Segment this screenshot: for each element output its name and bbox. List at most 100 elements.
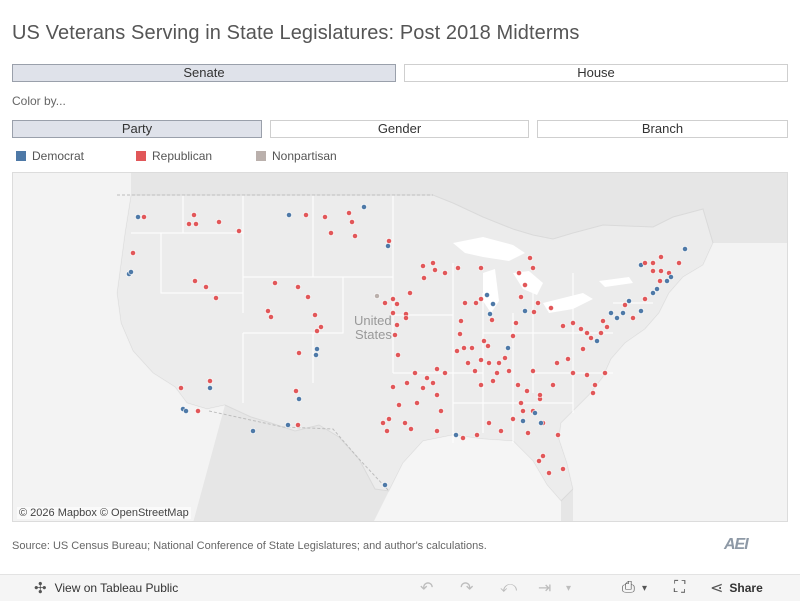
- legislator-marker[interactable]: [213, 295, 219, 301]
- legislator-marker[interactable]: [385, 243, 391, 249]
- legislator-marker[interactable]: [380, 420, 386, 426]
- legislator-marker[interactable]: [404, 380, 410, 386]
- refresh-icon[interactable]: ⇥: [538, 580, 552, 597]
- legislator-marker[interactable]: [642, 296, 648, 302]
- redo-icon[interactable]: ↷: [460, 580, 474, 597]
- legislator-marker[interactable]: [465, 360, 471, 366]
- legislator-marker[interactable]: [390, 310, 396, 316]
- legislator-marker[interactable]: [594, 338, 600, 344]
- legislator-marker[interactable]: [296, 350, 302, 356]
- legislator-marker[interactable]: [530, 265, 536, 271]
- legislator-marker[interactable]: [513, 320, 519, 326]
- legislator-marker[interactable]: [434, 366, 440, 372]
- legislator-marker[interactable]: [485, 343, 491, 349]
- legislator-marker[interactable]: [434, 428, 440, 434]
- legislator-marker[interactable]: [602, 370, 608, 376]
- legislator-marker[interactable]: [540, 453, 546, 459]
- legislator-marker[interactable]: [374, 293, 380, 299]
- legislator-marker[interactable]: [600, 318, 606, 324]
- legislator-marker[interactable]: [570, 320, 576, 326]
- legislator-marker[interactable]: [328, 230, 334, 236]
- legislator-marker[interactable]: [318, 324, 324, 330]
- legislator-marker[interactable]: [438, 408, 444, 414]
- legislator-marker[interactable]: [384, 428, 390, 434]
- legislator-marker[interactable]: [506, 368, 512, 374]
- legislator-marker[interactable]: [394, 322, 400, 328]
- legislator-marker[interactable]: [620, 310, 626, 316]
- legislator-marker[interactable]: [412, 370, 418, 376]
- legislator-marker[interactable]: [474, 432, 480, 438]
- legislator-marker[interactable]: [312, 312, 318, 318]
- legislator-marker[interactable]: [489, 317, 495, 323]
- legislator-marker[interactable]: [537, 392, 543, 398]
- map-canvas[interactable]: United States: [13, 173, 788, 522]
- legislator-marker[interactable]: [455, 265, 461, 271]
- refresh-dropdown-icon[interactable]: ▾: [566, 582, 572, 594]
- legislator-marker[interactable]: [186, 221, 192, 227]
- legislator-marker[interactable]: [313, 352, 319, 358]
- legislator-marker[interactable]: [434, 392, 440, 398]
- legislator-marker[interactable]: [236, 228, 242, 234]
- legislator-marker[interactable]: [432, 267, 438, 273]
- legislator-marker[interactable]: [668, 274, 674, 280]
- legislator-marker[interactable]: [510, 333, 516, 339]
- legislator-marker[interactable]: [293, 388, 299, 394]
- legislator-marker[interactable]: [207, 385, 213, 391]
- legislator-marker[interactable]: [285, 422, 291, 428]
- legislator-marker[interactable]: [403, 315, 409, 321]
- legislator-marker[interactable]: [430, 260, 436, 266]
- tab-house[interactable]: House: [404, 64, 788, 82]
- legislator-marker[interactable]: [469, 345, 475, 351]
- legislator-marker[interactable]: [386, 238, 392, 244]
- legislator-marker[interactable]: [498, 428, 504, 434]
- legislator-marker[interactable]: [522, 308, 528, 314]
- legislator-marker[interactable]: [295, 422, 301, 428]
- legislator-marker[interactable]: [478, 265, 484, 271]
- legislator-marker[interactable]: [554, 360, 560, 366]
- legislator-marker[interactable]: [598, 330, 604, 336]
- legislator-marker[interactable]: [442, 370, 448, 376]
- legislator-marker[interactable]: [604, 324, 610, 330]
- legislator-marker[interactable]: [622, 302, 628, 308]
- legislator-marker[interactable]: [390, 296, 396, 302]
- legislator-marker[interactable]: [478, 382, 484, 388]
- legislator-marker[interactable]: [524, 388, 530, 394]
- legislator-marker[interactable]: [322, 214, 328, 220]
- legislator-marker[interactable]: [630, 315, 636, 321]
- legislator-marker[interactable]: [396, 402, 402, 408]
- legislator-marker[interactable]: [402, 420, 408, 426]
- legislator-marker[interactable]: [457, 331, 463, 337]
- legislator-marker[interactable]: [530, 368, 536, 374]
- legislator-marker[interactable]: [191, 212, 197, 218]
- legislator-marker[interactable]: [494, 370, 500, 376]
- legislator-marker[interactable]: [478, 357, 484, 363]
- legislator-marker[interactable]: [183, 408, 189, 414]
- legislator-marker[interactable]: [560, 466, 566, 472]
- legislator-marker[interactable]: [658, 254, 664, 260]
- legislator-marker[interactable]: [192, 278, 198, 284]
- legislator-marker[interactable]: [430, 380, 436, 386]
- share-button[interactable]: ⋖ Share: [710, 575, 763, 601]
- view-on-tableau-button[interactable]: ✣ View on Tableau Public: [34, 575, 178, 601]
- legislator-marker[interactable]: [458, 318, 464, 324]
- legislator-marker[interactable]: [584, 330, 590, 336]
- legislator-marker[interactable]: [657, 278, 663, 284]
- legend-item-democrat[interactable]: Democrat: [16, 149, 84, 163]
- legend-item-nonpartisan[interactable]: Nonpartisan: [256, 149, 337, 163]
- legislator-marker[interactable]: [525, 430, 531, 436]
- tab-senate[interactable]: Senate: [12, 64, 396, 82]
- legislator-marker[interactable]: [565, 356, 571, 362]
- legislator-marker[interactable]: [268, 314, 274, 320]
- legislator-marker[interactable]: [390, 384, 396, 390]
- legislator-marker[interactable]: [472, 368, 478, 374]
- legislator-marker[interactable]: [272, 280, 278, 286]
- legislator-marker[interactable]: [314, 346, 320, 352]
- legislator-marker[interactable]: [265, 308, 271, 314]
- legislator-markers[interactable]: [126, 204, 688, 488]
- legislator-marker[interactable]: [505, 345, 511, 351]
- fullscreen-icon[interactable]: ⛶: [674, 579, 686, 596]
- download-dropdown-icon[interactable]: ▾: [642, 582, 648, 594]
- legislator-marker[interactable]: [580, 346, 586, 352]
- legislator-marker[interactable]: [407, 290, 413, 296]
- legislator-marker[interactable]: [453, 432, 459, 438]
